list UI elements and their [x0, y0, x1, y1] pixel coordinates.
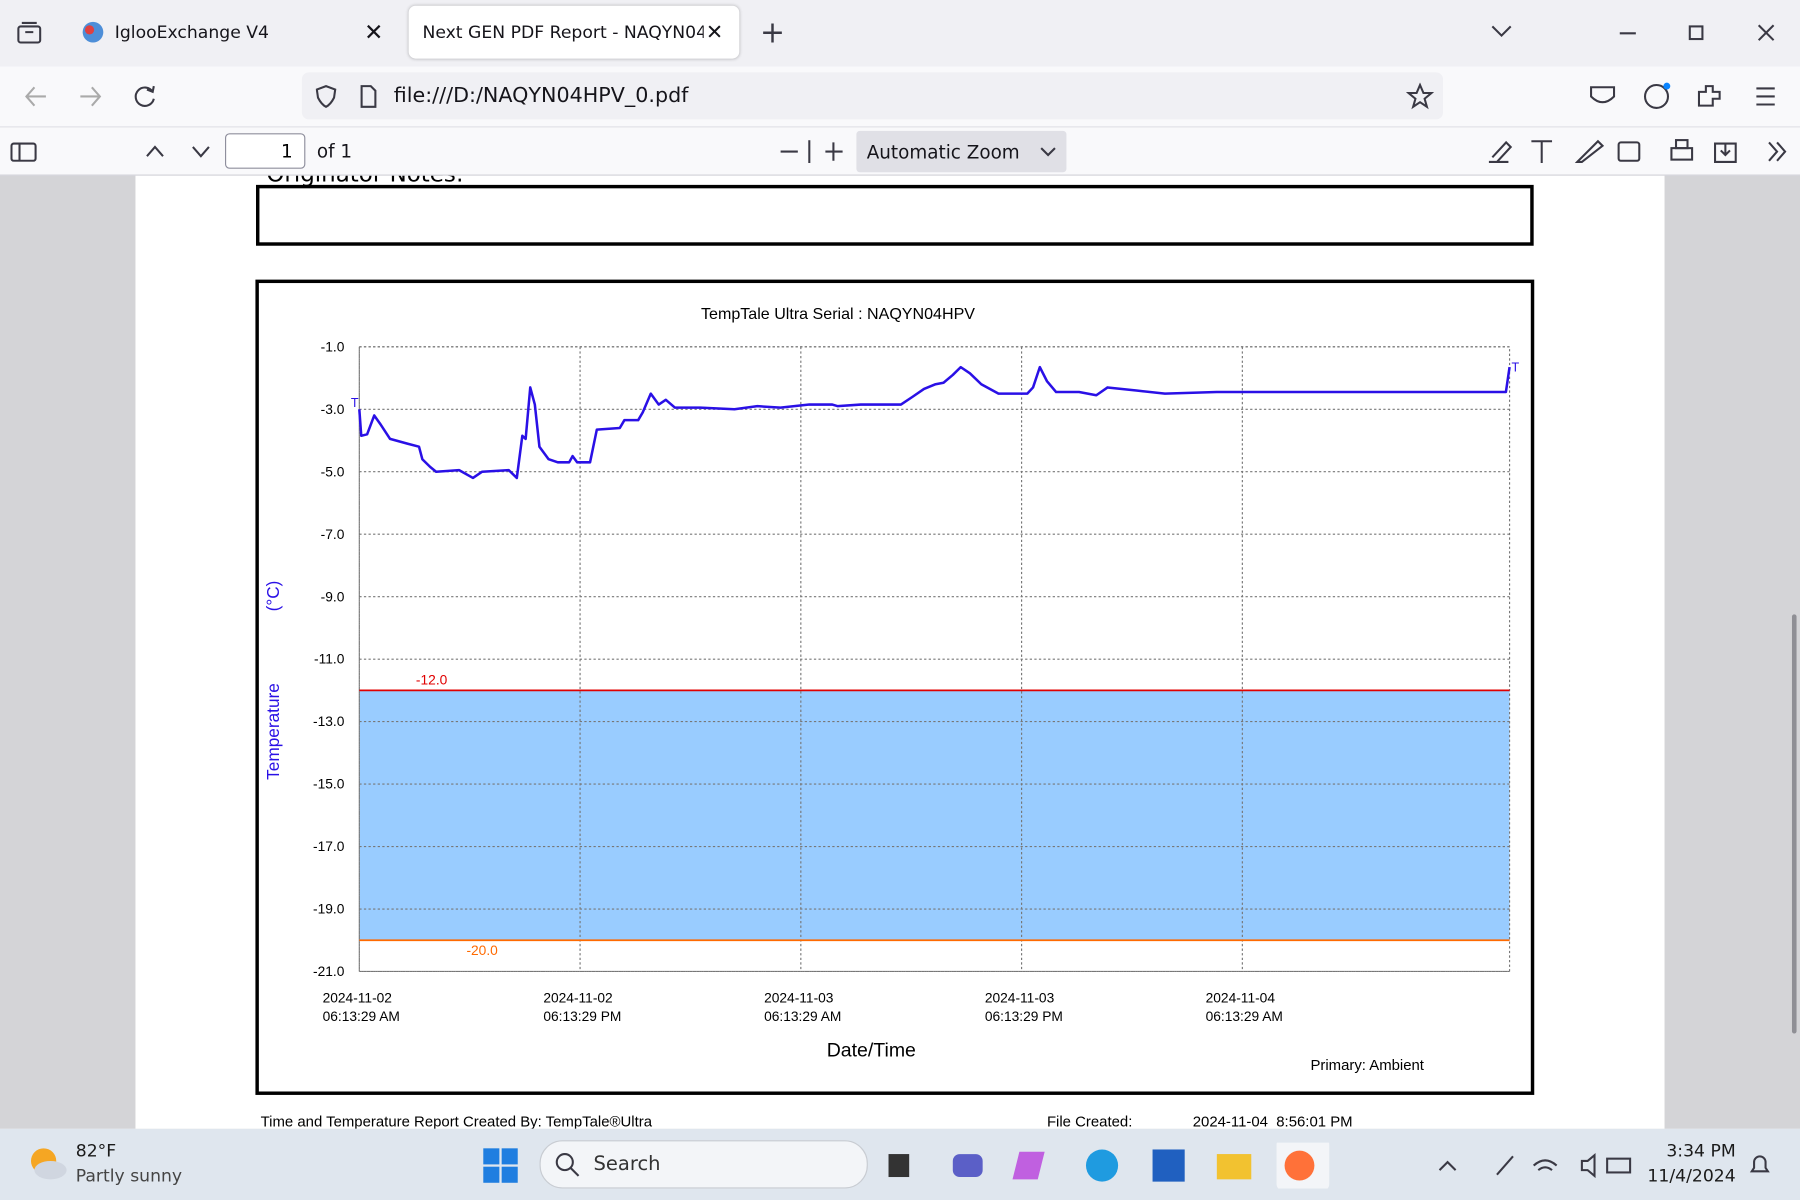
tab-favicon	[82, 21, 104, 43]
x-tick-label: 06:13:29 PM	[985, 1009, 1063, 1024]
url-bar[interactable]: file:///D:/NAQYN04HPV_0.pdf	[301, 72, 1443, 120]
zoom-buttons[interactable]	[778, 140, 847, 164]
y-tick-label: -15.0	[313, 777, 345, 792]
tab-bar: IglooExchange V4 ✕ Next GEN PDF Report -…	[0, 0, 1800, 67]
weather-icon	[30, 1148, 67, 1180]
url-icons	[315, 85, 377, 108]
search-box[interactable]: Search	[539, 1140, 868, 1189]
footer-file-created: 2024-11-04 8:56:01 PM	[1192, 1112, 1353, 1129]
weather-condition[interactable]: Partly sunny	[75, 1165, 183, 1187]
pdf-toolbar: 1 of 1 Automatic Zoom	[0, 126, 1800, 176]
weather-temp[interactable]: 82°F	[75, 1140, 117, 1161]
y-tick-label: -21.0	[313, 964, 345, 979]
y-tick-label: -3.0	[321, 402, 345, 417]
y-tick-label: -13.0	[313, 714, 345, 729]
x-tick-label: 2024-11-04	[1206, 990, 1276, 1005]
taskbar: 82°F Partly sunny Search 3:34 PM 11/4/20…	[0, 1128, 1800, 1200]
x-tick-label: 2024-11-02	[323, 990, 392, 1005]
tab-close[interactable]: ✕	[705, 20, 724, 45]
notes-label: Originator Notes:	[266, 176, 463, 187]
clock-date[interactable]: 11/4/2024	[1647, 1165, 1736, 1187]
url-text: file:///D:/NAQYN04HPV_0.pdf	[393, 83, 689, 108]
y-tick-label: -7.0	[321, 527, 345, 542]
start-marker: T	[351, 396, 359, 410]
y-axis-unit: (°C)	[263, 581, 283, 612]
chart: TempTale Ultra Serial : NAQYN04HPV Tempe…	[255, 279, 1535, 1095]
tab-title: Next GEN PDF Report - NAQYN04H	[422, 21, 704, 43]
tab-overflow[interactable]	[1490, 23, 1513, 39]
sidebar-toggle[interactable]	[10, 141, 38, 162]
clock-time[interactable]: 3:34 PM	[1666, 1140, 1736, 1161]
y-tick-label: -19.0	[313, 902, 345, 917]
tab-close[interactable]: ✕	[364, 18, 384, 46]
x-tick-label: 06:13:29 AM	[764, 1009, 841, 1024]
page-total: of 1	[316, 140, 353, 162]
temperature-line	[358, 365, 1511, 480]
end-marker: T	[1511, 361, 1519, 375]
toolbar-icons[interactable]	[1588, 80, 1783, 112]
scrollbar-thumb[interactable]	[1791, 614, 1797, 1034]
tab[interactable]: IglooExchange V4 ✕	[67, 6, 400, 59]
system-tray[interactable]	[1435, 1149, 1636, 1181]
notifications[interactable]	[1747, 1152, 1772, 1177]
limit-label: -20.0	[466, 943, 498, 958]
footer-file-created-label: File Created:	[1046, 1112, 1133, 1129]
x-tick-label: 06:13:29 PM	[543, 1009, 621, 1024]
chart-title: TempTale Ultra Serial : NAQYN04HPV	[701, 305, 975, 323]
dropdown-arrow	[1040, 147, 1056, 157]
limit-band	[359, 690, 1510, 941]
page-nav[interactable]	[145, 141, 214, 162]
pinned-apps[interactable]	[882, 1142, 1330, 1189]
zoom-value: Automatic Zoom	[866, 141, 1020, 164]
bookmark-star[interactable]	[1406, 82, 1434, 111]
x-tick-label: 2024-11-03	[985, 990, 1055, 1005]
x-tick-label: 2024-11-03	[764, 990, 834, 1005]
chart-note: Primary: Ambient	[1310, 1057, 1424, 1074]
annotation-tools[interactable]	[1485, 137, 1793, 167]
y-tick-label: -1.0	[321, 339, 345, 354]
search-text: Search	[593, 1152, 661, 1176]
limit-label: -12.0	[416, 673, 448, 688]
new-tab[interactable]: +	[759, 16, 785, 51]
y-tick-label: -17.0	[313, 839, 345, 854]
x-axis-label: Date/Time	[827, 1039, 916, 1061]
x-tick-label: 06:13:29 AM	[323, 1009, 400, 1024]
y-tick-label: -9.0	[321, 589, 345, 604]
page-number-input[interactable]: 1	[224, 133, 306, 169]
active-tab[interactable]: Next GEN PDF Report - NAQYN04H ✕	[408, 5, 740, 59]
nav-buttons[interactable]	[23, 83, 161, 111]
footer-created-by: Time and Temperature Report Created By: …	[260, 1112, 653, 1129]
zoom-select[interactable]: Automatic Zoom	[856, 130, 1067, 173]
y-axis-label: Temperature	[263, 683, 283, 780]
search-icon	[555, 1153, 580, 1177]
y-tick-label: -5.0	[321, 464, 345, 479]
notes-box	[255, 184, 1534, 246]
chart-frame	[255, 279, 1535, 1095]
window-controls[interactable]	[1616, 21, 1777, 46]
start-button[interactable]	[482, 1147, 519, 1184]
x-tick-label: 2024-11-02	[543, 990, 612, 1005]
tab-list-icon[interactable]	[16, 21, 44, 46]
x-tick-label: 06:13:29 AM	[1206, 1009, 1283, 1024]
y-tick-label: -11.0	[314, 652, 345, 667]
tab-title: IglooExchange V4	[114, 21, 270, 43]
